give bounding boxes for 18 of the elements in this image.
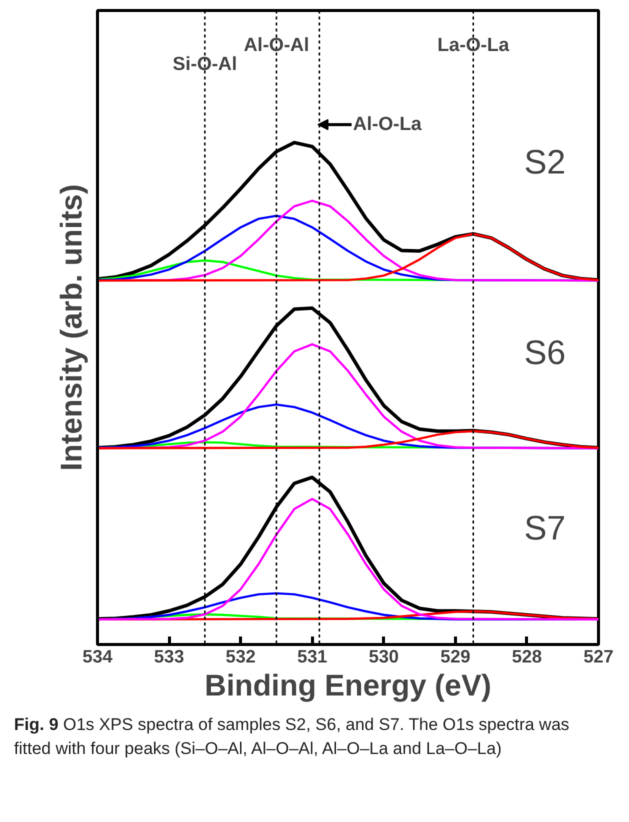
annotation: S2 [524, 144, 566, 182]
ref-line-label: Al-O-Al [244, 34, 310, 56]
x-tick-label: 530 [368, 646, 399, 666]
annotation: S7 [524, 509, 566, 548]
caption: Fig. 9 O1s XPS spectra of samples S2, S6, and S7. The O1s spectra was fitted with four peaks (Si–O–Al, Al–O–Al, Al–O–La and La–O–La) [14, 714, 570, 760]
ref-line-label: Al-O-La [353, 114, 422, 136]
x-axis-title: Binding Energy (eV) [204, 670, 492, 702]
x-tick-label: 533 [154, 646, 184, 666]
annotation: S6 [524, 334, 566, 372]
x-tick-label: 534 [82, 646, 113, 666]
x-tick-label: 531 [297, 646, 328, 666]
x-tick-label: 532 [226, 646, 256, 666]
x-tick-label: 528 [512, 646, 542, 666]
ref-line-label: La-O-La [437, 34, 510, 56]
x-tick-label: 529 [440, 646, 470, 666]
ref-line-label: Si-O-Al [172, 54, 238, 75]
x-tick-label: 527 [583, 646, 614, 666]
y-axis-title: Intensity (arb. units) [56, 184, 88, 471]
